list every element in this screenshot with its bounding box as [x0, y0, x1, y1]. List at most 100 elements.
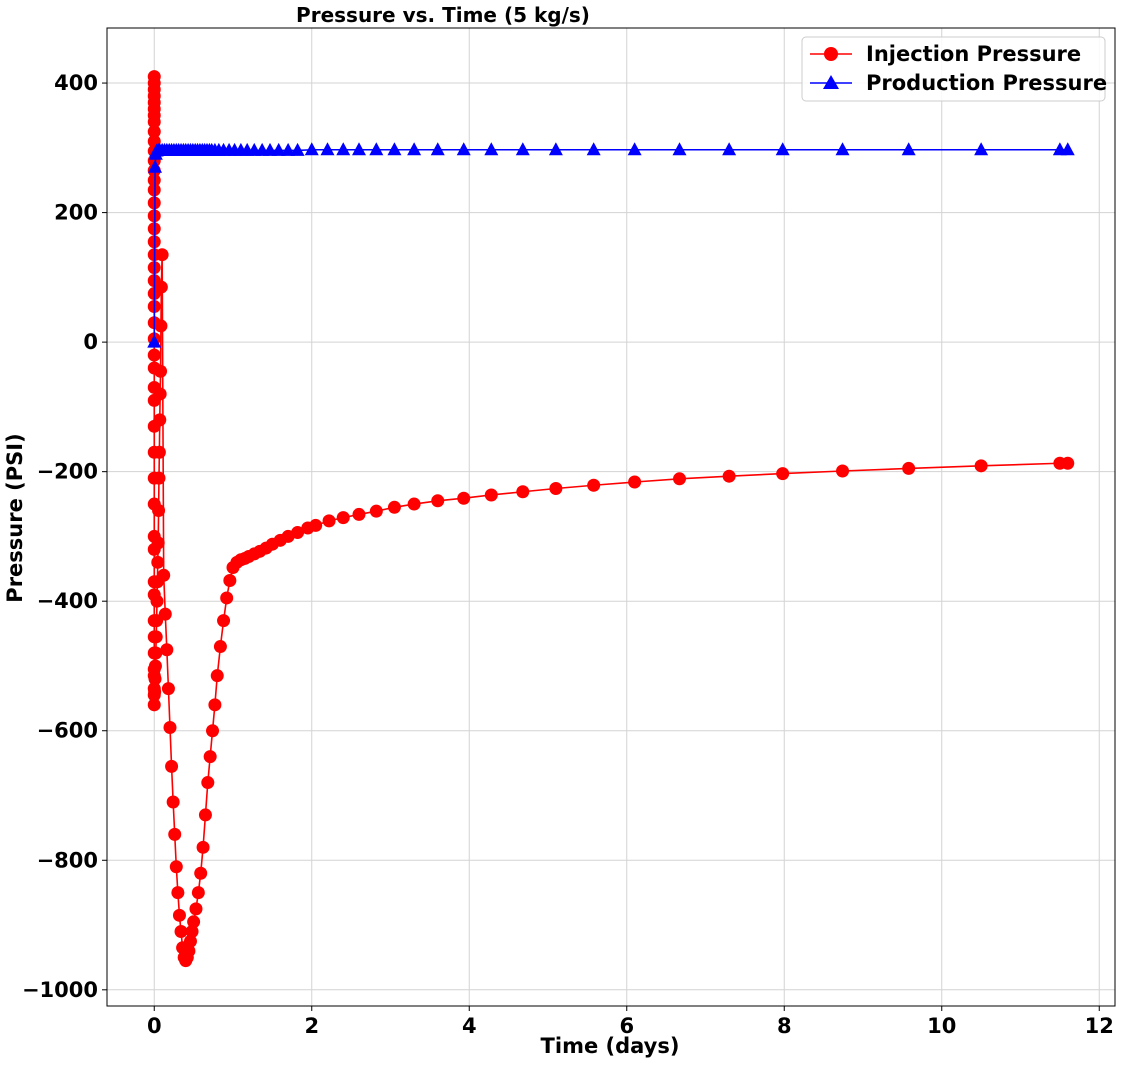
data-point: [174, 925, 188, 939]
data-point: [153, 413, 167, 427]
data-point: [172, 908, 186, 922]
data-point: [369, 504, 383, 518]
data-point: [220, 591, 234, 605]
data-point: [148, 672, 162, 686]
data-point: [161, 682, 175, 696]
data-point: [150, 594, 164, 608]
legend-marker-production: [823, 75, 839, 89]
series-line: [153, 148, 1068, 343]
data-point: [291, 526, 305, 540]
data-point: [148, 159, 163, 173]
data-point: [387, 500, 401, 514]
y-tick-label: −600: [37, 719, 98, 743]
series-injection: [147, 70, 1075, 968]
data-point: [183, 934, 197, 948]
data-point: [223, 573, 237, 587]
data-point: [147, 334, 162, 348]
data-point: [352, 142, 366, 156]
data-point: [484, 142, 499, 156]
data-point: [457, 491, 471, 505]
data-point: [1060, 142, 1075, 156]
data-point: [336, 511, 350, 525]
data-point: [902, 461, 916, 475]
data-point: [189, 902, 203, 916]
y-ticks: −1000 −800 −600 −400 −200 0 200 400: [22, 71, 107, 1002]
data-point: [147, 698, 161, 712]
data-point: [147, 125, 161, 139]
data-point: [407, 142, 422, 156]
data-point: [322, 514, 336, 528]
y-tick-label: 200: [54, 201, 98, 225]
x-tick-label: 0: [147, 1014, 162, 1038]
data-point: [149, 646, 163, 660]
data-point: [148, 659, 162, 673]
data-point: [776, 467, 790, 481]
data-point: [281, 142, 296, 156]
data-point: [152, 445, 166, 459]
data-point: [628, 475, 642, 489]
data-point: [154, 364, 168, 378]
data-point: [157, 568, 171, 582]
data-point: [148, 685, 162, 699]
legend-marker-injection: [824, 47, 838, 61]
y-tick-label: 400: [54, 71, 98, 95]
data-point: [974, 459, 988, 473]
data-point: [456, 142, 471, 156]
data-point: [208, 698, 222, 712]
data-point: [213, 640, 227, 654]
data-point: [169, 860, 183, 874]
data-point: [196, 840, 210, 854]
x-tick-label: 4: [462, 1014, 477, 1038]
data-point: [387, 142, 402, 156]
data-point: [203, 750, 217, 764]
legend-label-production: Production Pressure: [866, 71, 1107, 95]
plot-frame: [106, 27, 1116, 1007]
grid: [107, 28, 1115, 1006]
y-tick-label: −400: [37, 589, 98, 613]
y-tick-label: −200: [37, 460, 98, 484]
data-point: [160, 643, 174, 657]
data-point: [627, 142, 642, 156]
y-axis-label: Pressure (PSI): [3, 433, 27, 602]
data-point: [901, 142, 916, 156]
data-point: [206, 724, 220, 738]
y-tick-label: −1000: [22, 978, 98, 1002]
data-point: [586, 142, 601, 156]
data-point: [271, 142, 286, 156]
data-point: [198, 808, 212, 822]
data-point: [153, 387, 167, 401]
series-line: [153, 76, 1068, 963]
chart-title: Pressure vs. Time (5 kg/s): [296, 3, 590, 27]
data-point: [147, 348, 161, 362]
data-point: [548, 142, 563, 156]
data-point: [149, 630, 163, 644]
data-point: [217, 614, 231, 628]
data-point: [155, 248, 169, 262]
data-point: [165, 759, 179, 773]
data-point: [191, 886, 205, 900]
data-point: [201, 776, 215, 790]
data-point: [836, 464, 850, 478]
y-tick-label: −800: [37, 848, 98, 872]
x-tick-label: 10: [927, 1014, 956, 1038]
data-point: [775, 142, 790, 156]
data-point: [320, 142, 335, 156]
data-point: [407, 497, 421, 511]
data-point: [166, 795, 180, 809]
data-point: [152, 504, 166, 518]
data-point: [290, 142, 305, 156]
x-tick-label: 8: [777, 1014, 792, 1038]
data-point: [168, 827, 182, 841]
data-point: [336, 142, 351, 156]
data-point: [431, 494, 445, 508]
data-point: [1061, 456, 1075, 470]
data-point: [151, 536, 165, 550]
x-tick-label: 2: [304, 1014, 319, 1038]
data-point: [835, 142, 850, 156]
legend-box: [801, 36, 1106, 102]
data-point: [151, 555, 165, 569]
data-point: [158, 607, 172, 621]
series-layer: [147, 70, 1075, 968]
